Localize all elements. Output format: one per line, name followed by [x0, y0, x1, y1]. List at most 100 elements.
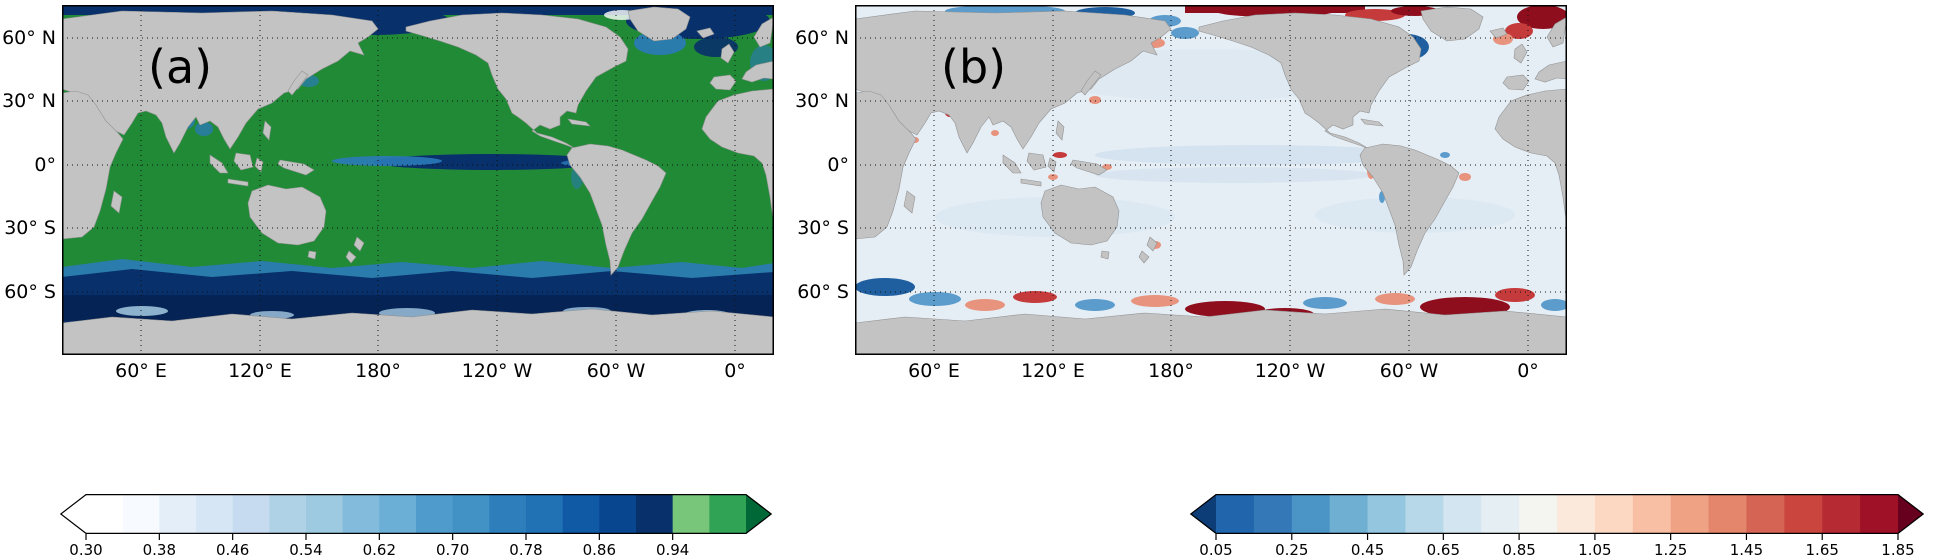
colorbar-cell: [1822, 494, 1861, 534]
colorbar-tick-label: 0.25: [1275, 541, 1309, 559]
ytick-b-60s: 60° S: [797, 281, 849, 303]
colorbar-cell: [1367, 494, 1407, 534]
ytick-b-0: 0°: [827, 154, 849, 176]
colorbar-left-arrow: [1190, 494, 1216, 534]
ytick-b-30s: 30° S: [797, 217, 849, 239]
colorbar-cell: [709, 494, 747, 534]
colorbar-tick-label: 0.65: [1426, 541, 1461, 559]
colorbar-tick-label: 0.94: [655, 541, 690, 559]
nordic-seas-high-patch: [1517, 5, 1567, 29]
colorbar-a-tick-labels: 0.30 0.38 0.46 0.54 0.62 0.70 0.78 0.86 0.94: [60, 540, 772, 559]
colorbar-tick-label: 0.46: [215, 541, 250, 559]
colorbar-tick-label: 1.65: [1805, 541, 1839, 559]
colorbar-cell: [526, 494, 564, 534]
colorbar-cell: [269, 494, 307, 534]
equatorial-pacific-cold-tongue: [374, 154, 610, 170]
colorbar-cell: [636, 494, 674, 534]
xtick-b-120w: 120° W: [1254, 360, 1326, 382]
colorbar-cell: [1594, 494, 1634, 534]
colorbar-cell: [599, 494, 637, 534]
colorbar-cell: [452, 494, 490, 534]
colorbar-tick-label: 1.85: [1881, 541, 1915, 559]
colorbar-outline: [1189, 494, 1925, 534]
xtick-a-180: 180°: [355, 360, 401, 382]
colorbar-a: 0.30 0.38 0.46 0.54 0.62 0.70 0.78 0.86 0.94: [59, 494, 773, 559]
colorbar-tick-label: 0.86: [582, 541, 617, 559]
colorbar-cell: [159, 494, 197, 534]
colorbar-tick-label: 0.54: [289, 541, 323, 559]
colorbar-cell: [1253, 494, 1293, 534]
ytick-a-30s: 30° S: [4, 217, 56, 239]
colorbar-tick-label: 0.70: [435, 541, 470, 559]
colorbar-cell: [86, 494, 124, 534]
colorbar-cell: [1329, 494, 1369, 534]
colorbar-cell: [1784, 494, 1823, 534]
map-panel-b: [855, 5, 1567, 355]
colorbar-tick-label: 0.38: [142, 541, 177, 559]
xtick-a-60w: 60° W: [586, 360, 646, 382]
colorbar-cell: [1443, 494, 1482, 534]
ytick-a-30n: 30° N: [2, 90, 56, 112]
map-panel-a-svg: [62, 5, 774, 355]
colorbar-tick-label: 0.78: [509, 541, 543, 559]
colorbar-tick-label: 1.25: [1653, 541, 1688, 559]
colorbar-cell: [1405, 494, 1444, 534]
colorbar-cell: [342, 494, 380, 534]
colorbar-outline: [59, 494, 773, 534]
map-border: [62, 5, 774, 355]
panel-label-a: (a): [148, 40, 213, 94]
xtick-b-60e: 60° E: [908, 360, 960, 382]
colorbar-right-arrow: [1898, 494, 1924, 534]
colorbar-cell: [379, 494, 417, 534]
xtick-a-0: 0°: [724, 360, 746, 382]
colorbar-svg: [1189, 494, 1925, 540]
colorbar-cell: [1746, 494, 1785, 534]
colorbar-cell: [489, 494, 527, 534]
ytick-a-0: 0°: [34, 154, 56, 176]
colorbar-tick-label: 0.30: [69, 541, 103, 559]
ytick-b-30n: 30° N: [795, 90, 849, 112]
colorbar-tick-label: 0.85: [1502, 541, 1536, 559]
colorbar-cell: [672, 494, 710, 534]
colorbar-cell: [1708, 494, 1748, 534]
bay-of-bengal-patch: [195, 122, 213, 136]
colorbar-cell: [1632, 494, 1672, 534]
xtick-b-120e: 120° E: [1021, 360, 1085, 382]
colorbar-cell: [1216, 494, 1255, 534]
colorbar-cell: [232, 494, 270, 534]
panel-label-b: (b): [941, 40, 1007, 94]
colorbar-a-gradient: [59, 494, 773, 540]
xtick-b-180: 180°: [1148, 360, 1194, 382]
xtick-a-120e: 120° E: [228, 360, 292, 382]
ytick-a-60s: 60° S: [4, 281, 56, 303]
colorbar-tick-label: 0.05: [1199, 541, 1233, 559]
map-border: [855, 5, 1567, 355]
colorbar-cell: [1670, 494, 1710, 534]
map-panel-a: [62, 5, 774, 355]
colorbar-tick-label: 0.45: [1350, 541, 1385, 559]
ytick-a-60n: 60° N: [2, 27, 56, 49]
colorbar-cell: [1291, 494, 1331, 534]
southern-ocean-speckles: [855, 278, 915, 296]
colorbar-tick-label: 1.05: [1578, 541, 1612, 559]
xtick-b-0: 0°: [1517, 360, 1539, 382]
colorbar-b-gradient: [1189, 494, 1925, 540]
map-panel-b-svg: [855, 5, 1567, 355]
colorbar-cell: [122, 494, 160, 534]
colorbar-cell: [416, 494, 454, 534]
xtick-a-120w: 120° W: [461, 360, 533, 382]
colorbar-cell: [1557, 494, 1596, 534]
xtick-a-60e: 60° E: [115, 360, 167, 382]
xtick-b-60w: 60° W: [1379, 360, 1439, 382]
ytick-b-60n: 60° N: [795, 27, 849, 49]
colorbar-cell: [196, 494, 234, 534]
colorbar-b: 0.05 0.25 0.45 0.65 0.85 1.05 1.25 1.45 1.65 1.85: [1189, 494, 1925, 559]
colorbar-tick-label: 1.45: [1729, 541, 1764, 559]
colorbar-cell: [1860, 494, 1899, 534]
colorbar-cell: [562, 494, 600, 534]
colorbar-cell: [1481, 494, 1520, 534]
colorbar-left-arrow: [60, 494, 86, 534]
colorbar-b-tick-labels: 0.05 0.25 0.45 0.65 0.85 1.05 1.25 1.45 1.65 1.85: [1190, 540, 1924, 559]
colorbar-tick-label: 0.62: [362, 541, 397, 559]
colorbar-cell: [306, 494, 344, 534]
